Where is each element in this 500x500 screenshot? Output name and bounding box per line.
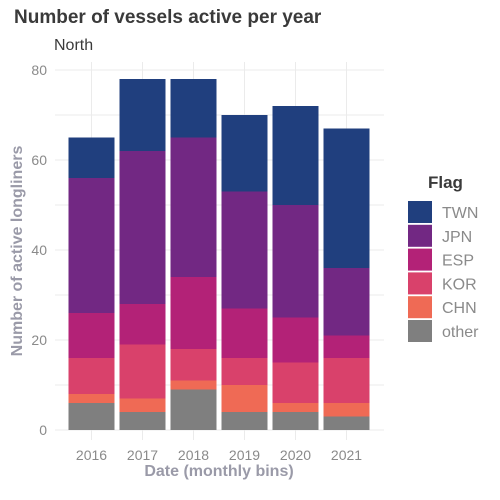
- legend-label-kor: KOR: [442, 276, 477, 293]
- bar-segment-kor-2019: [222, 358, 268, 385]
- bar-segment-chn-2016: [69, 394, 115, 403]
- x-axis-ticks: 2016 2017 2018 2019 2020 2021: [76, 447, 362, 463]
- legend: TWN JPN ESP KOR CHN other: [408, 201, 479, 342]
- legend-label-chn: CHN: [442, 300, 477, 317]
- y-tick-label: 60: [31, 152, 47, 168]
- bar-segment-chn-2020: [273, 403, 319, 412]
- bar-segment-other-2016: [69, 403, 115, 430]
- legend-label-esp: ESP: [442, 253, 474, 270]
- bar-segment-kor-2017: [120, 345, 166, 399]
- bar-segment-jpn-2017: [120, 151, 166, 304]
- y-axis-ticks: 0 20 40 60 80: [31, 62, 47, 438]
- legend-label-jpn: JPN: [442, 229, 472, 246]
- bar-segment-esp-2017: [120, 304, 166, 345]
- bar-segment-kor-2016: [69, 358, 115, 394]
- legend-swatch-jpn: [408, 225, 432, 247]
- y-tick-label: 40: [31, 242, 47, 258]
- legend-title: Flag: [428, 173, 463, 192]
- y-tick-label: 0: [39, 422, 47, 438]
- bar-segment-twn-2017: [120, 79, 166, 151]
- bar-segment-esp-2020: [273, 318, 319, 363]
- legend-swatch-other: [408, 320, 432, 342]
- x-axis-label: Date (monthly bins): [144, 463, 293, 480]
- bar-segment-jpn-2018: [171, 138, 217, 278]
- bar-segment-chn-2017: [120, 399, 166, 413]
- chart-title: Number of vessels active per year: [14, 7, 322, 28]
- x-tick-label: 2021: [331, 447, 362, 463]
- legend-label-other: other: [442, 324, 479, 341]
- bar-segment-other-2017: [120, 412, 166, 430]
- y-tick-label: 20: [31, 332, 47, 348]
- bar-segment-chn-2019: [222, 385, 268, 412]
- bar-segment-twn-2021: [324, 129, 370, 269]
- legend-swatch-esp: [408, 249, 432, 271]
- bar-segment-jpn-2021: [324, 268, 370, 336]
- bar-segment-esp-2021: [324, 336, 370, 359]
- legend-label-twn: TWN: [442, 205, 478, 222]
- y-axis-label: Number of active longliners: [9, 146, 26, 357]
- legend-swatch-chn: [408, 296, 432, 318]
- bar-segment-twn-2016: [69, 138, 115, 179]
- x-tick-label: 2016: [76, 447, 107, 463]
- bar-segment-twn-2019: [222, 115, 268, 192]
- bar-segment-jpn-2019: [222, 192, 268, 309]
- bar-segment-other-2021: [324, 417, 370, 431]
- bars: [69, 79, 370, 430]
- bar-segment-kor-2020: [273, 363, 319, 404]
- bar-segment-chn-2021: [324, 403, 370, 417]
- bar-segment-twn-2018: [171, 79, 217, 138]
- x-tick-label: 2018: [178, 447, 209, 463]
- bar-segment-esp-2016: [69, 313, 115, 358]
- bar-segment-esp-2019: [222, 309, 268, 359]
- legend-swatch-kor: [408, 272, 432, 294]
- x-tick-label: 2020: [280, 447, 311, 463]
- bar-segment-esp-2018: [171, 277, 217, 349]
- bar-segment-jpn-2016: [69, 178, 115, 313]
- bar-segment-other-2018: [171, 390, 217, 431]
- bar-segment-chn-2018: [171, 381, 217, 390]
- bar-segment-kor-2018: [171, 349, 217, 381]
- bar-segment-other-2019: [222, 412, 268, 430]
- y-tick-label: 80: [31, 62, 47, 78]
- x-tick-label: 2017: [127, 447, 158, 463]
- bar-segment-twn-2020: [273, 106, 319, 205]
- chart-subtitle: North: [54, 37, 93, 54]
- bar-segment-jpn-2020: [273, 205, 319, 318]
- bar-segment-kor-2021: [324, 358, 370, 403]
- legend-swatch-twn: [408, 201, 432, 223]
- bar-segment-other-2020: [273, 412, 319, 430]
- x-tick-label: 2019: [229, 447, 260, 463]
